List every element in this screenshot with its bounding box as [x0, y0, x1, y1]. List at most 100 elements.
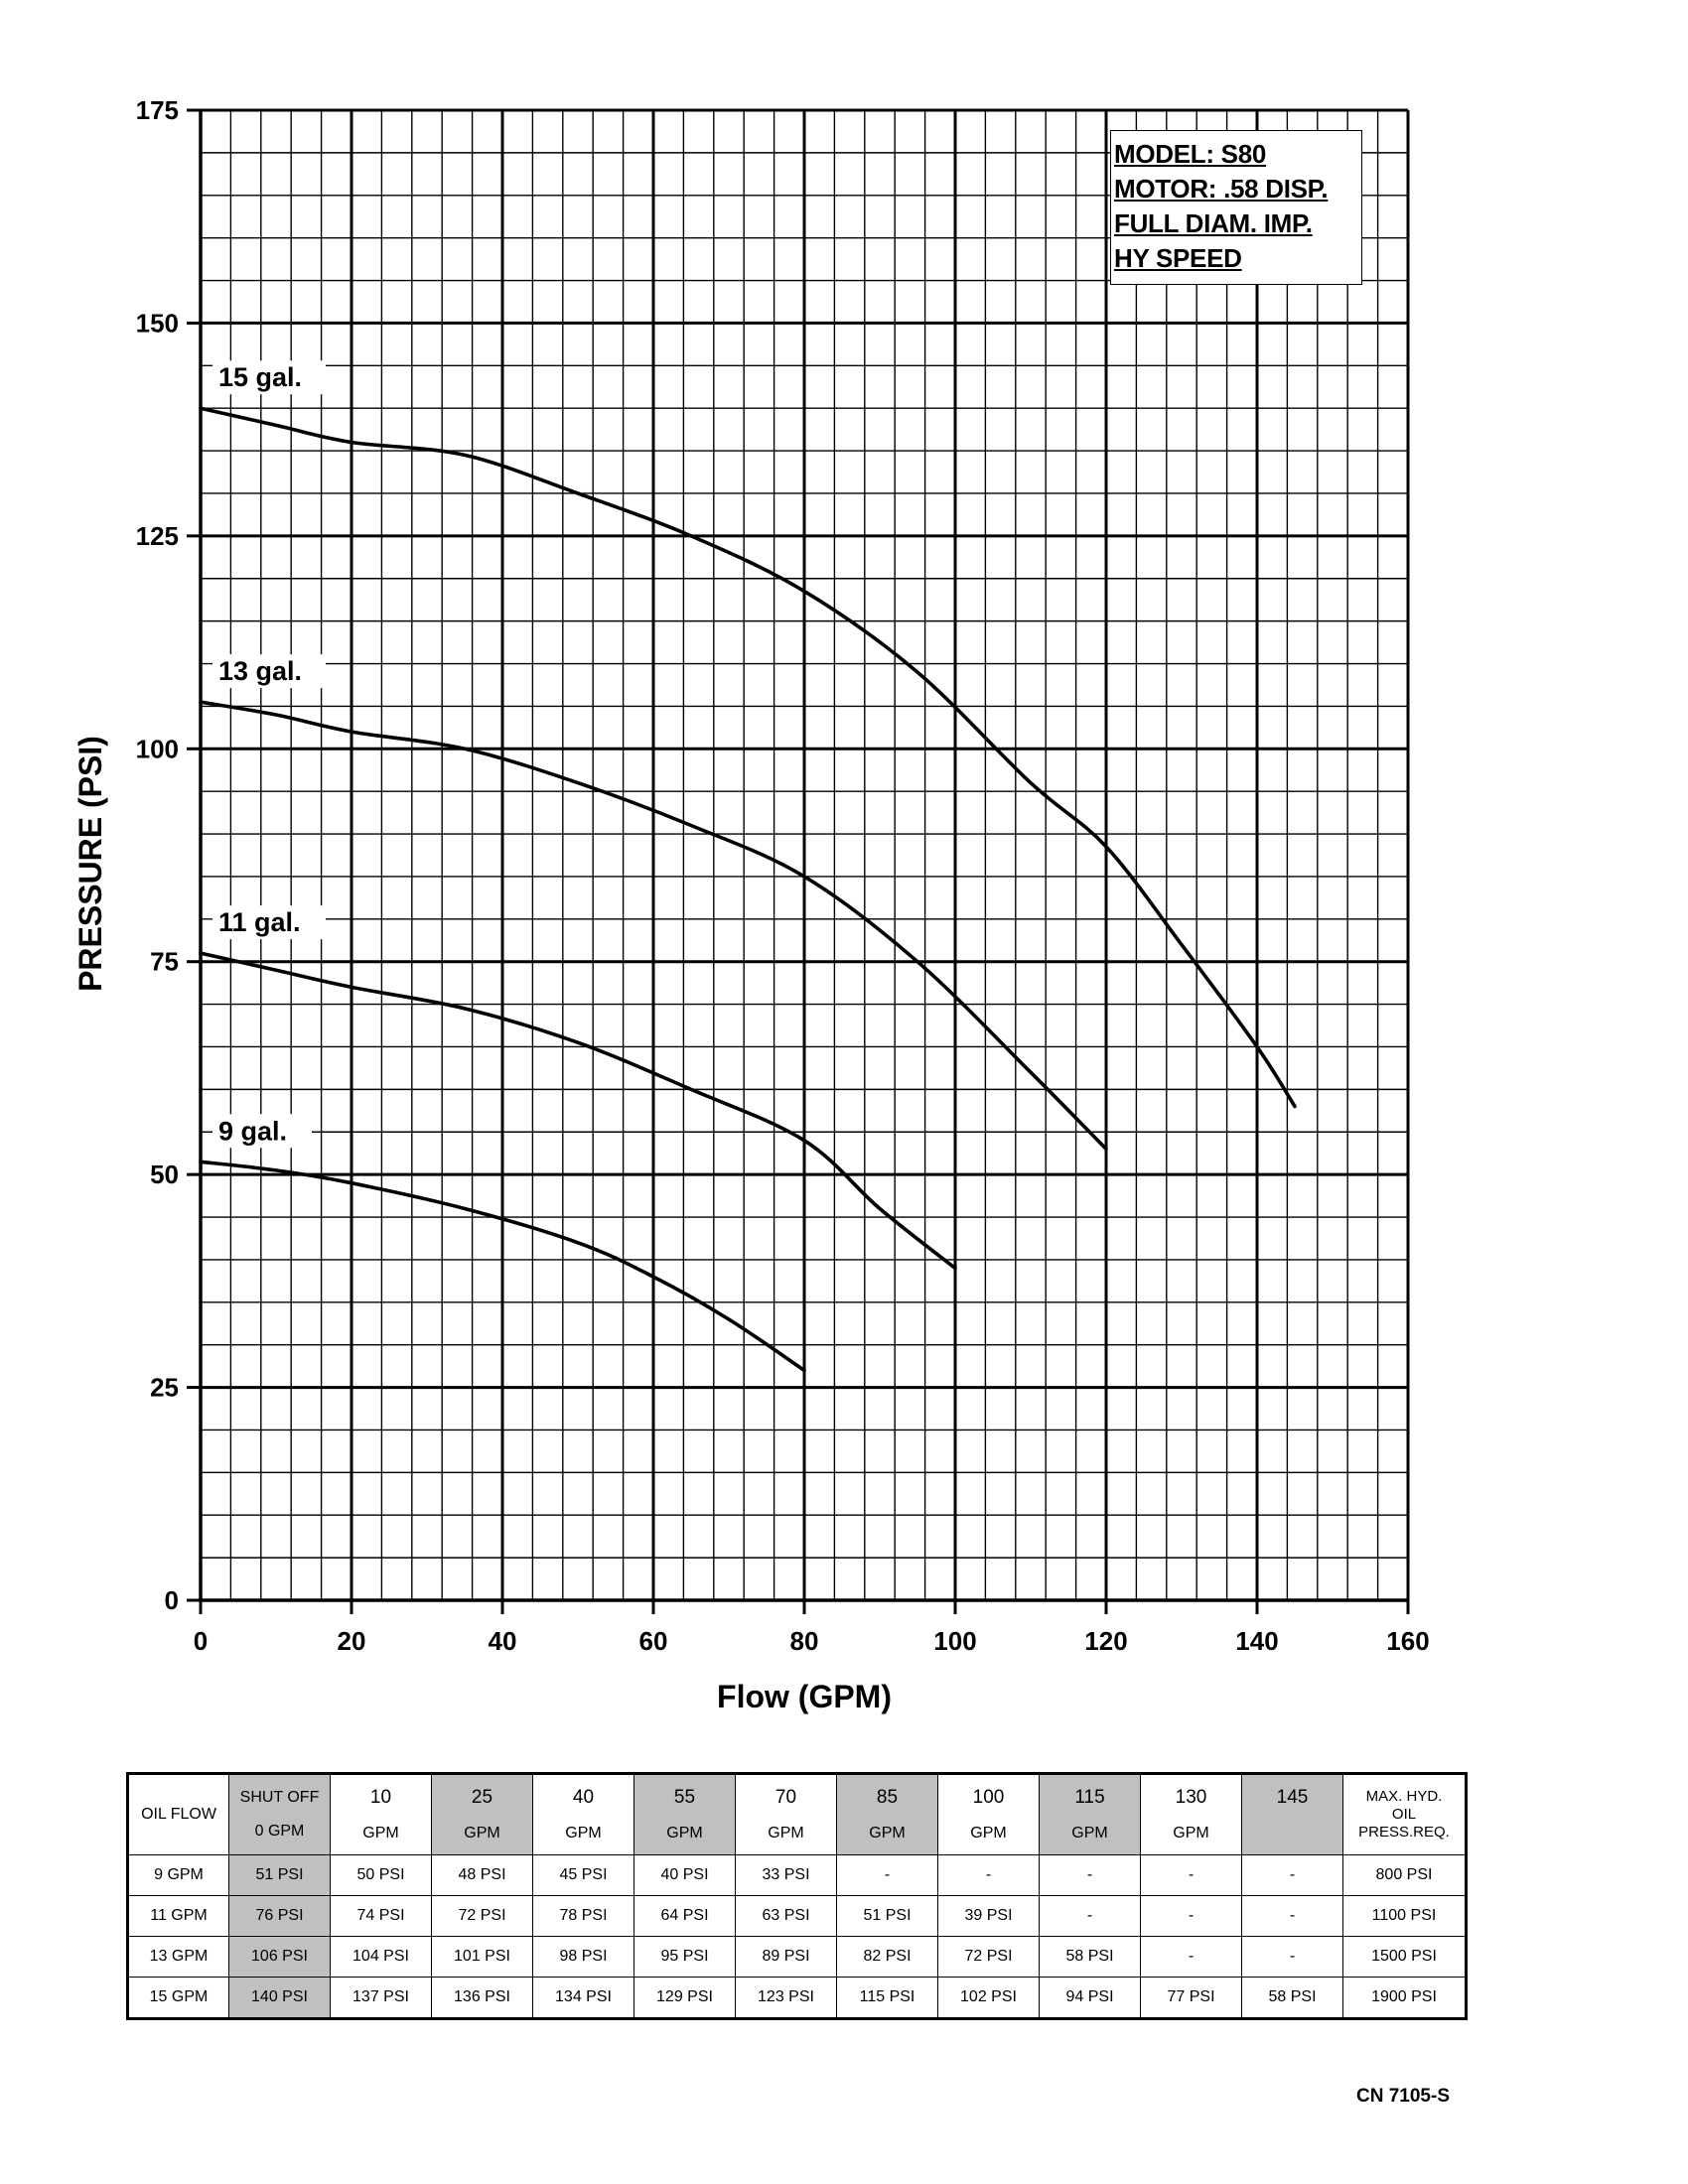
x-tick-label: 40 — [489, 1626, 517, 1656]
table-cell: - — [1039, 1854, 1141, 1896]
table-cell: 63 PSI — [735, 1895, 837, 1937]
table-cell: 89 PSI — [735, 1936, 837, 1978]
x-tick-label: 140 — [1235, 1626, 1278, 1656]
flow-value: 55 — [673, 1787, 696, 1808]
flow-value: 130 — [1175, 1787, 1207, 1808]
flow-unit: GPM — [1173, 1825, 1209, 1842]
table-cell: 140 PSI — [228, 1977, 331, 2019]
shutoff-header: SHUT OFF 0 GPM — [228, 1773, 331, 1855]
table-row: 9 GPM 51 PSI 50 PSI 48 PSI 45 PSI 40 PSI 33 PS… — [127, 1854, 1467, 1896]
table-cell: 101 PSI — [431, 1936, 533, 1978]
series-line — [199, 1160, 806, 1373]
flow-header: 130 GPM — [1140, 1773, 1242, 1855]
flow-unit: GPM — [768, 1825, 804, 1842]
x-tick-label: 160 — [1386, 1626, 1429, 1656]
y-tick-label: 175 — [136, 95, 179, 125]
impeller-line: FULL DIAM. IMP. — [1114, 208, 1313, 238]
motor-line: MOTOR: .58 DISP. — [1114, 174, 1329, 204]
table-cell: 77 PSI — [1140, 1977, 1242, 2019]
series-label-bg — [212, 1114, 312, 1149]
table-cell: 74 PSI — [330, 1895, 432, 1937]
axes — [187, 108, 1410, 1614]
table-cell: 39 PSI — [937, 1895, 1040, 1937]
table-cell: 129 PSI — [633, 1977, 736, 2019]
table-cell: 58 PSI — [1241, 1977, 1343, 2019]
table-cell: - — [1140, 1936, 1242, 1978]
series-label-bg — [212, 905, 326, 940]
grid-minor — [201, 110, 1408, 1600]
table-header-row: OIL FLOW SHUT OFF 0 GPM 10 GPM 25 GPM 40 GP… — [127, 1773, 1467, 1855]
y-tick-label: 100 — [136, 734, 179, 763]
flow-value: 100 — [972, 1787, 1005, 1808]
series-line — [199, 406, 1297, 1109]
y-tick-label: 50 — [150, 1160, 179, 1189]
table-cell: 104 PSI — [330, 1936, 432, 1978]
flow-value: 25 — [471, 1787, 493, 1808]
flow-header: 145 — [1241, 1773, 1343, 1855]
performance-table: OIL FLOW SHUT OFF 0 GPM 10 GPM 25 GPM 40 GP… — [126, 1772, 1468, 2020]
model-line: MODEL: S80 — [1114, 139, 1267, 169]
table-cell: 78 PSI — [532, 1895, 634, 1937]
series-label: 15 gal. — [218, 362, 302, 392]
flow-header: 55 GPM — [633, 1773, 736, 1855]
x-tick-label: 120 — [1084, 1626, 1127, 1656]
table-cell: - — [1140, 1895, 1242, 1937]
table-cell: 102 PSI — [937, 1977, 1040, 2019]
table-cell: 123 PSI — [735, 1977, 837, 2019]
flow-value: 10 — [369, 1787, 392, 1808]
table-cell: 72 PSI — [431, 1895, 533, 1937]
table-cell: 94 PSI — [1039, 1977, 1141, 2019]
x-tick-label: 100 — [933, 1626, 976, 1656]
row-label: 11 GPM — [127, 1895, 229, 1937]
table-cell: 72 PSI — [937, 1936, 1040, 1978]
flow-header: 70 GPM — [735, 1773, 837, 1855]
flow-value: 70 — [774, 1787, 797, 1808]
max-pressure-cell: 1500 PSI — [1342, 1936, 1467, 1978]
flow-header: 25 GPM — [431, 1773, 533, 1855]
table-row: 11 GPM 76 PSI 74 PSI 72 PSI 78 PSI 64 PSI 63 P… — [127, 1895, 1467, 1937]
pump-curve-chart: 9 gal. 11 gal. 13 gal. 15 gal. 0 20 40 60 80 100… — [72, 95, 1430, 1714]
series-label: 13 gal. — [218, 656, 302, 686]
table-cell: - — [1140, 1854, 1242, 1896]
table-cell: - — [1241, 1895, 1343, 1937]
flow-unit: GPM — [1071, 1825, 1108, 1842]
y-tick-label: 150 — [136, 308, 179, 338]
table-cell: 48 PSI — [431, 1854, 533, 1896]
x-axis-title: Flow (GPM) — [717, 1679, 892, 1714]
series-label: 9 gal. — [218, 1116, 287, 1146]
flow-header: 100 GPM — [937, 1773, 1040, 1855]
flow-unit: GPM — [362, 1825, 399, 1842]
shutoff-value: 0 GPM — [254, 1823, 305, 1840]
table-row: 13 GPM 106 PSI 104 PSI 101 PSI 98 PSI 95 PSI 8… — [127, 1936, 1467, 1978]
max-header-line: OIL — [1391, 1806, 1417, 1823]
flow-unit: GPM — [970, 1825, 1007, 1842]
speed-line: HY SPEED — [1114, 243, 1242, 273]
table-cell: 51 PSI — [836, 1895, 938, 1937]
series-label: 11 gal. — [218, 907, 301, 937]
flow-value: 40 — [572, 1787, 595, 1808]
x-tick-label: 60 — [639, 1626, 668, 1656]
table-cell: 136 PSI — [431, 1977, 533, 2019]
flow-unit: GPM — [565, 1825, 602, 1842]
y-tick-label: 0 — [165, 1585, 179, 1615]
table-cell: 58 PSI — [1039, 1936, 1141, 1978]
table-cell: - — [1241, 1936, 1343, 1978]
table-cell: - — [1241, 1854, 1343, 1896]
max-header-line: MAX. HYD. — [1365, 1788, 1443, 1805]
flow-header: 10 GPM — [330, 1773, 432, 1855]
x-tick-label: 80 — [790, 1626, 819, 1656]
y-tick-label: 125 — [136, 521, 179, 551]
table-cell: 76 PSI — [228, 1895, 331, 1937]
table-cell: 134 PSI — [532, 1977, 634, 2019]
table-row: 15 GPM 140 PSI 137 PSI 136 PSI 134 PSI 129 PS… — [127, 1977, 1467, 2019]
table-cell: 115 PSI — [836, 1977, 938, 2019]
flow-value: 85 — [876, 1787, 899, 1808]
flow-value: 145 — [1276, 1787, 1309, 1808]
max-pressure-cell: 1900 PSI — [1342, 1977, 1467, 2019]
flow-header: 85 GPM — [836, 1773, 938, 1855]
flow-value: 115 — [1074, 1787, 1105, 1808]
y-axis-title: PRESSURE (PSI) — [72, 736, 108, 992]
table-cell: 45 PSI — [532, 1854, 634, 1896]
flow-header: 40 GPM — [532, 1773, 634, 1855]
tick-labels: 0 20 40 60 80 100 120 140 160 0 25 50 75 100 125 150 175 — [136, 95, 1430, 1656]
